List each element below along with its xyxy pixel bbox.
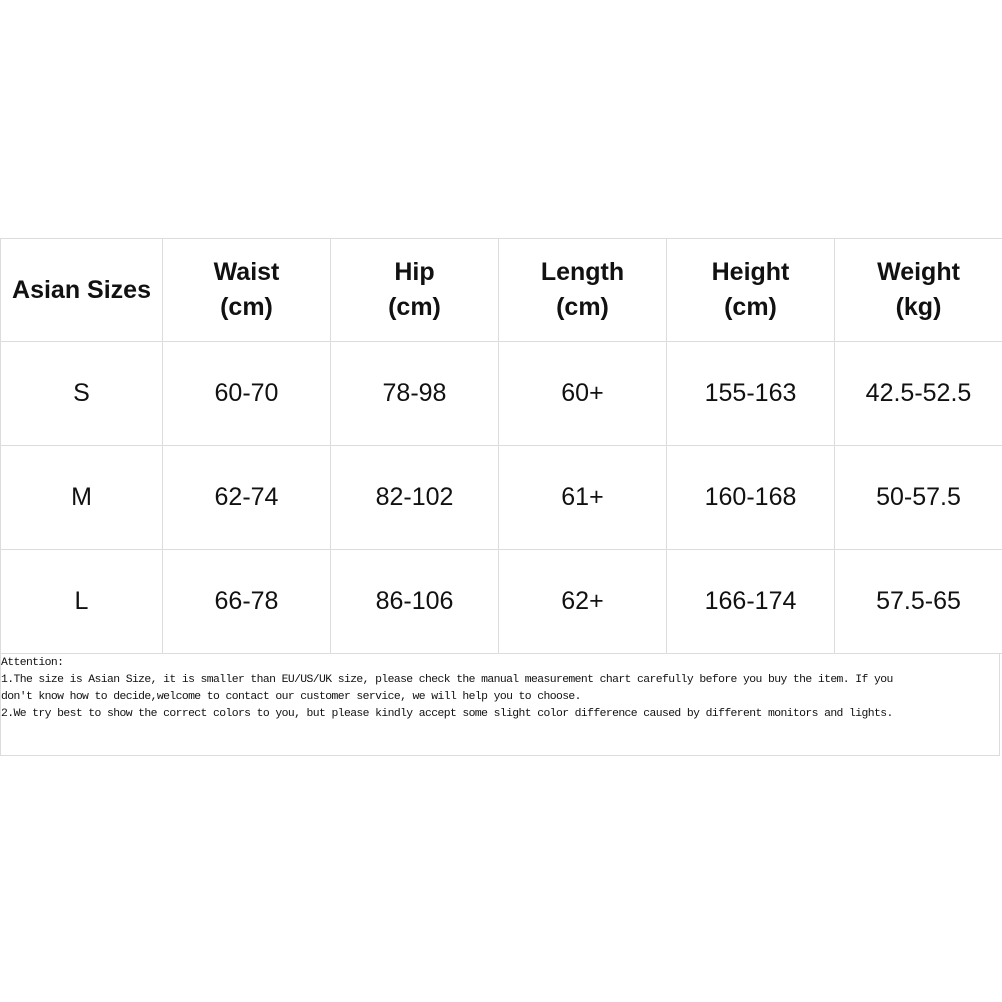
size-chart-table: Asian Sizes Waist (cm) Hip (cm) Length (cm) Hei… [0, 238, 1002, 654]
header-label: Asian Sizes [12, 275, 151, 304]
table-row: M 62-74 82-102 61+ 160-168 50-57.5 [0, 445, 1002, 550]
value-cell: 166-174 [666, 549, 835, 654]
size-cell: M [0, 445, 163, 550]
column-header: Waist (cm) [162, 238, 331, 342]
value-cell: 62+ [498, 549, 667, 654]
header-unit: (kg) [895, 293, 942, 321]
column-header: Height (cm) [666, 238, 835, 342]
size-cell: S [0, 341, 163, 446]
column-header: Weight (kg) [834, 238, 1002, 342]
table-row: L 66-78 86-106 62+ 166-174 57.5-65 [0, 549, 1002, 654]
value-cell: 155-163 [666, 341, 835, 446]
value-cell: 86-106 [330, 549, 499, 654]
note-line: don't know how to decide,welcome to cont… [1, 691, 582, 703]
column-header: Length (cm) [498, 238, 667, 342]
header-label: Waist [213, 258, 280, 286]
value-cell: 66-78 [162, 549, 331, 654]
header-unit: (cm) [724, 293, 777, 321]
header-unit: (cm) [388, 293, 441, 321]
table-row: S 60-70 78-98 60+ 155-163 42.5-52.5 [0, 341, 1002, 446]
header-label: Weight [877, 258, 960, 286]
header-unit: (cm) [556, 293, 609, 321]
value-cell: 60+ [498, 341, 667, 446]
header-unit: (cm) [220, 293, 273, 321]
note-line: 2.We try best to show the correct colors… [1, 708, 893, 720]
size-cell: L [0, 549, 163, 654]
value-cell: 50-57.5 [834, 445, 1002, 550]
value-cell: 60-70 [162, 341, 331, 446]
header-row: Asian Sizes Waist (cm) Hip (cm) Length (cm) Hei… [0, 238, 1002, 342]
attention-notes: Attention: 1.The size is Asian Size, it i… [0, 653, 1000, 756]
value-cell: 62-74 [162, 445, 331, 550]
value-cell: 78-98 [330, 341, 499, 446]
header-label: Height [711, 258, 790, 286]
column-header: Asian Sizes [0, 238, 163, 342]
value-cell: 61+ [498, 445, 667, 550]
value-cell: 57.5-65 [834, 549, 1002, 654]
value-cell: 42.5-52.5 [834, 341, 1002, 446]
header-label: Hip [394, 258, 435, 286]
note-line: Attention: [1, 657, 64, 669]
value-cell: 82-102 [330, 445, 499, 550]
note-line: 1.The size is Asian Size, it is smaller … [1, 674, 893, 686]
header-label: Length [540, 258, 625, 286]
column-header: Hip (cm) [330, 238, 499, 342]
value-cell: 160-168 [666, 445, 835, 550]
